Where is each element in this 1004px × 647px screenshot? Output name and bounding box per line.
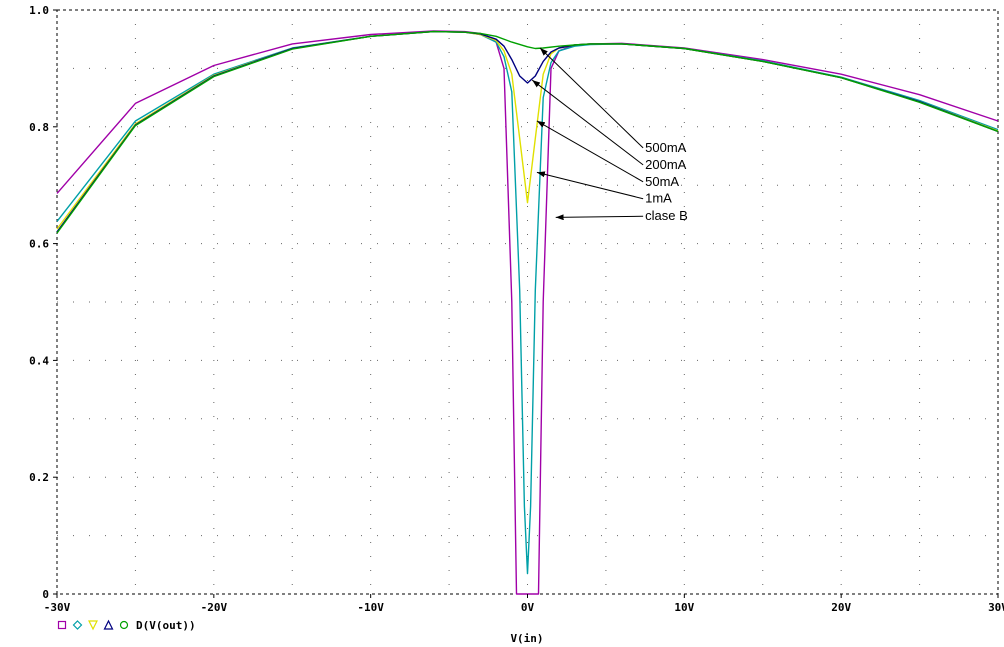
x-tick-label: -10V: [357, 601, 384, 614]
x-tick-label: 30V: [988, 601, 1004, 614]
legend-marker-triangle-down: [88, 620, 98, 631]
x-tick-label: -30V: [44, 601, 71, 614]
series-line-50ma: [56, 30, 999, 230]
x-axis-ticks: -30V -20V -10V 0V 10V 20V 30V: [44, 594, 1004, 614]
y-tick-label: 1.0: [29, 4, 49, 17]
x-axis-label: V(in): [510, 632, 543, 645]
y-tick-label: 0.2: [29, 471, 49, 484]
annotation-layer: 500mA 200mA 50mA 1mA clase B: [531, 47, 688, 223]
plot-frame: [56, 9, 999, 595]
x-tick-label: 0V: [521, 601, 535, 614]
annotation-label: 200mA: [645, 157, 687, 172]
y-tick-label: 0.6: [29, 238, 49, 251]
annotation-arrow: [531, 79, 644, 166]
annotation-label: 500mA: [645, 140, 687, 155]
annotation-arrow: [555, 214, 644, 221]
annotation-arrow: [539, 47, 644, 149]
series-line-500ma: [56, 30, 999, 234]
legend-marker-triangle-up: [103, 619, 114, 630]
annotation-label: clase B: [645, 208, 688, 223]
y-tick-label: 0.4: [29, 354, 49, 367]
x-tick-label: 10V: [674, 601, 694, 614]
legend: D(V(out)): [57, 619, 196, 632]
legend-label: D(V(out)): [136, 619, 196, 632]
legend-marker-circle: [119, 620, 129, 630]
y-axis-ticks: 0 0.2 0.4 0.6 0.8 1.0: [29, 4, 57, 601]
grid: [57, 10, 998, 594]
series-line-1ma: [56, 30, 999, 575]
y-tick-label: 0.8: [29, 121, 49, 134]
x-tick-label: 20V: [831, 601, 851, 614]
annotation-label: 50mA: [645, 174, 679, 189]
legend-marker-square: [57, 620, 67, 630]
legend-markers: [57, 619, 129, 631]
y-tick-label: 0: [42, 588, 49, 601]
x-tick-label: -20V: [201, 601, 228, 614]
annotation-arrow: [536, 120, 644, 183]
series-layer: [56, 30, 999, 595]
annotation-arrow: [536, 171, 644, 200]
legend-marker-diamond: [72, 620, 83, 630]
annotation-label: 1mA: [645, 191, 672, 206]
series-line-clase-b: [56, 30, 999, 595]
